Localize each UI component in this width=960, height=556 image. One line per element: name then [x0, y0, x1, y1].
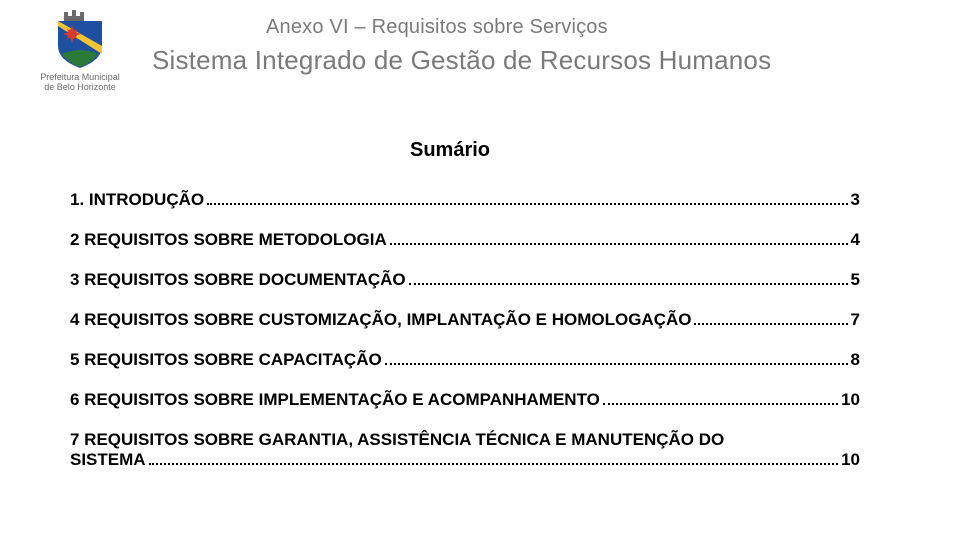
title-block: Anexo VI – Requisitos sobre Serviços Sis…	[146, 10, 870, 76]
toc-page-number: 4	[851, 230, 860, 250]
toc-leader-dots	[385, 363, 848, 365]
toc-label: 5 REQUISITOS SOBRE CAPACITAÇÃO	[70, 350, 382, 370]
system-title: Sistema Integrado de Gestão de Recursos …	[152, 45, 870, 76]
toc-leader-dots	[207, 203, 847, 205]
logo-caption: Prefeitura Municipal de Belo Horizonte	[40, 72, 120, 93]
toc-leader-dots	[390, 243, 848, 245]
toc-label: 6 REQUISITOS SOBRE IMPLEMENTAÇÃO E ACOMP…	[70, 390, 600, 410]
logo-block: Prefeitura Municipal de Belo Horizonte	[30, 10, 130, 93]
toc-page-number: 10	[841, 450, 860, 470]
toc-label-line2-row: SISTEMA 10	[70, 450, 860, 470]
toc-entry: 4 REQUISITOS SOBRE CUSTOMIZAÇÃO, IMPLANT…	[70, 310, 860, 330]
table-of-contents: 1. INTRODUÇÃO 3 2 REQUISITOS SOBRE METOD…	[70, 190, 860, 470]
toc-page-number: 10	[841, 390, 860, 410]
toc-entry: 3 REQUISITOS SOBRE DOCUMENTAÇÃO 5	[70, 270, 860, 290]
toc-entry: 5 REQUISITOS SOBRE CAPACITAÇÃO 8	[70, 350, 860, 370]
document-header: Prefeitura Municipal de Belo Horizonte A…	[30, 10, 870, 93]
logo-caption-line1: Prefeitura Municipal	[40, 72, 120, 82]
toc-label-line1: 7 REQUISITOS SOBRE GARANTIA, ASSISTÊNCIA…	[70, 430, 860, 450]
toc-leader-dots	[149, 463, 839, 465]
toc-label: 3 REQUISITOS SOBRE DOCUMENTAÇÃO	[70, 270, 406, 290]
logo-caption-line2: de Belo Horizonte	[40, 82, 120, 92]
toc-label: 4 REQUISITOS SOBRE CUSTOMIZAÇÃO, IMPLANT…	[70, 310, 691, 330]
toc-page-number: 7	[851, 310, 860, 330]
toc-label: 2 REQUISITOS SOBRE METODOLOGIA	[70, 230, 387, 250]
toc-entry: 6 REQUISITOS SOBRE IMPLEMENTAÇÃO E ACOMP…	[70, 390, 860, 410]
toc-page-number: 5	[851, 270, 860, 290]
toc-page-number: 8	[851, 350, 860, 370]
toc-page-number: 3	[851, 190, 860, 210]
toc-label-line2: SISTEMA	[70, 450, 146, 470]
summary-heading: Sumário	[30, 139, 870, 162]
toc-leader-dots	[603, 403, 838, 405]
municipality-logo-icon	[50, 10, 110, 70]
toc-entry: 2 REQUISITOS SOBRE METODOLOGIA 4	[70, 230, 860, 250]
annex-title: Anexo VI – Requisitos sobre Serviços	[266, 16, 870, 39]
toc-leader-dots	[694, 323, 847, 325]
toc-entry: 1. INTRODUÇÃO 3	[70, 190, 860, 210]
toc-label: 1. INTRODUÇÃO	[70, 190, 204, 210]
toc-entry-multiline: 7 REQUISITOS SOBRE GARANTIA, ASSISTÊNCIA…	[70, 430, 860, 470]
document-page: Prefeitura Municipal de Belo Horizonte A…	[0, 0, 960, 556]
toc-leader-dots	[409, 283, 848, 285]
